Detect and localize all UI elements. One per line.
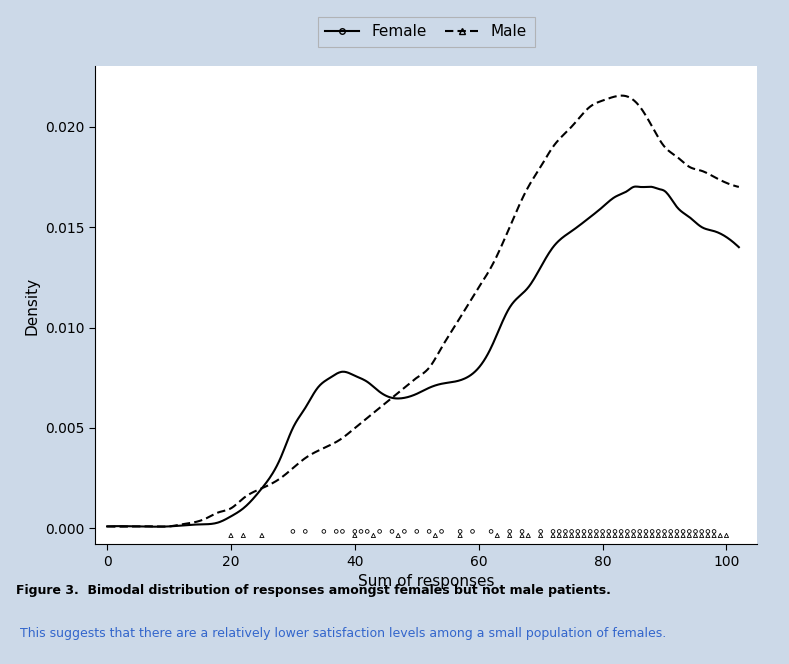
Point <box>701 526 714 537</box>
Point <box>590 526 603 537</box>
Point <box>578 526 590 537</box>
Point <box>695 526 708 537</box>
Point <box>491 530 503 540</box>
Text: Figure 3.  Bimodal distribution of responses amongst females but not male patien: Figure 3. Bimodal distribution of respon… <box>16 584 611 598</box>
Point <box>571 526 584 537</box>
Point <box>367 530 380 540</box>
Point <box>553 526 566 537</box>
Point <box>664 526 677 537</box>
Point <box>683 526 696 537</box>
Point <box>683 530 696 540</box>
Point <box>671 526 683 537</box>
Point <box>652 526 664 537</box>
Point <box>237 530 249 540</box>
Point <box>565 526 578 537</box>
Point <box>677 530 690 540</box>
Point <box>677 526 690 537</box>
Point <box>646 526 659 537</box>
Point <box>708 530 720 540</box>
Point <box>330 526 342 537</box>
Point <box>534 530 547 540</box>
Point <box>627 526 640 537</box>
Point <box>584 530 596 540</box>
Point <box>503 526 516 537</box>
Point <box>361 526 373 537</box>
Point <box>646 530 659 540</box>
Point <box>373 526 386 537</box>
Point <box>349 530 361 540</box>
Point <box>516 530 529 540</box>
Point <box>436 526 448 537</box>
Point <box>392 530 405 540</box>
Y-axis label: Density: Density <box>24 276 39 335</box>
Point <box>701 530 714 540</box>
Point <box>553 530 566 540</box>
Point <box>634 530 646 540</box>
Point <box>695 530 708 540</box>
Point <box>596 530 609 540</box>
Point <box>317 526 330 537</box>
Point <box>658 526 671 537</box>
Point <box>664 530 677 540</box>
Point <box>634 526 646 537</box>
Point <box>603 530 615 540</box>
Point <box>299 526 312 537</box>
Point <box>578 530 590 540</box>
Point <box>652 530 664 540</box>
Point <box>689 530 701 540</box>
Point <box>225 530 237 540</box>
Point <box>454 526 466 537</box>
Point <box>584 526 596 537</box>
Point <box>621 526 634 537</box>
Point <box>429 530 442 540</box>
Point <box>708 526 720 537</box>
Point <box>522 530 535 540</box>
Point <box>349 526 361 537</box>
Point <box>689 526 701 537</box>
Point <box>454 530 466 540</box>
Point <box>534 526 547 537</box>
Point <box>720 530 733 540</box>
Point <box>621 530 634 540</box>
Point <box>336 526 349 537</box>
Point <box>559 530 572 540</box>
Point <box>423 526 436 537</box>
Point <box>608 526 621 537</box>
Point <box>256 530 268 540</box>
Point <box>466 526 479 537</box>
Point <box>615 526 627 537</box>
X-axis label: Sum of responses: Sum of responses <box>357 574 495 590</box>
Point <box>571 530 584 540</box>
Point <box>640 530 653 540</box>
Point <box>565 530 578 540</box>
Point <box>547 526 559 537</box>
Point <box>671 530 683 540</box>
Point <box>410 526 423 537</box>
Text: This suggests that there are a relatively lower satisfaction levels among a smal: This suggests that there are a relativel… <box>16 627 666 640</box>
Point <box>596 526 609 537</box>
Point <box>714 530 727 540</box>
Point <box>608 530 621 540</box>
Point <box>603 526 615 537</box>
Point <box>398 526 411 537</box>
Legend: Female, Male: Female, Male <box>318 17 534 47</box>
Point <box>559 526 572 537</box>
Point <box>547 530 559 540</box>
Point <box>658 530 671 540</box>
Point <box>355 526 368 537</box>
Point <box>615 530 627 540</box>
Point <box>484 526 497 537</box>
Point <box>590 530 603 540</box>
Point <box>640 526 653 537</box>
Point <box>627 530 640 540</box>
Point <box>386 526 398 537</box>
Point <box>286 526 299 537</box>
Point <box>516 526 529 537</box>
Point <box>503 530 516 540</box>
